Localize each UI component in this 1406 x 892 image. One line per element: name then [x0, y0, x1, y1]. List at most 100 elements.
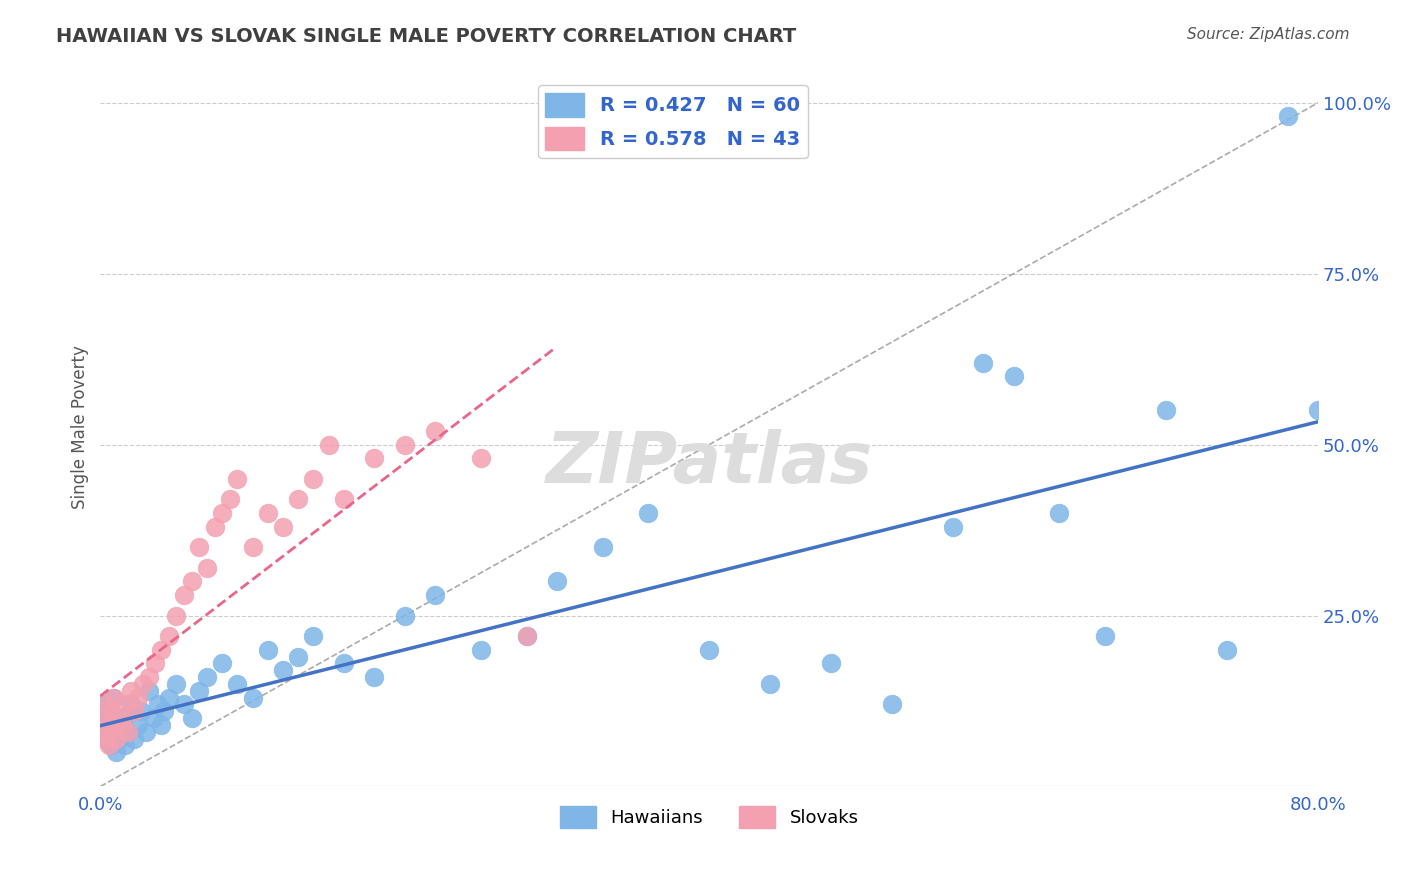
Point	[150, 718, 173, 732]
Point	[150, 642, 173, 657]
Point	[157, 690, 180, 705]
Point	[242, 690, 264, 705]
Point	[143, 657, 166, 671]
Point	[93, 711, 115, 725]
Point	[318, 437, 340, 451]
Point	[211, 506, 233, 520]
Point	[226, 472, 249, 486]
Point	[166, 677, 188, 691]
Point	[120, 698, 142, 712]
Point	[157, 629, 180, 643]
Point	[1002, 369, 1025, 384]
Point	[271, 663, 294, 677]
Point	[180, 711, 202, 725]
Point	[942, 519, 965, 533]
Point	[394, 437, 416, 451]
Point	[173, 588, 195, 602]
Point	[107, 731, 129, 746]
Point	[333, 492, 356, 507]
Point	[592, 540, 614, 554]
Point	[195, 560, 218, 574]
Point	[516, 629, 538, 643]
Point	[107, 711, 129, 725]
Point	[287, 649, 309, 664]
Point	[114, 739, 136, 753]
Point	[697, 642, 720, 657]
Point	[333, 657, 356, 671]
Point	[111, 718, 134, 732]
Point	[972, 355, 994, 369]
Point	[218, 492, 240, 507]
Point	[188, 683, 211, 698]
Point	[173, 698, 195, 712]
Point	[101, 690, 124, 705]
Point	[211, 657, 233, 671]
Point	[516, 629, 538, 643]
Point	[131, 704, 153, 718]
Point	[1154, 403, 1177, 417]
Point	[1277, 109, 1299, 123]
Point	[637, 506, 659, 520]
Point	[94, 711, 117, 725]
Point	[1047, 506, 1070, 520]
Point	[117, 724, 139, 739]
Point	[122, 704, 145, 718]
Point	[90, 698, 112, 712]
Point	[180, 574, 202, 589]
Point	[138, 670, 160, 684]
Point	[394, 608, 416, 623]
Point	[138, 683, 160, 698]
Point	[114, 698, 136, 712]
Point	[425, 588, 447, 602]
Point	[96, 731, 118, 746]
Point	[195, 670, 218, 684]
Point	[188, 540, 211, 554]
Point	[104, 745, 127, 759]
Point	[302, 472, 325, 486]
Point	[142, 711, 165, 725]
Point	[1216, 642, 1239, 657]
Legend: Hawaiians, Slovaks: Hawaiians, Slovaks	[553, 798, 866, 835]
Point	[153, 704, 176, 718]
Point	[204, 519, 226, 533]
Point	[100, 704, 122, 718]
Point	[120, 683, 142, 698]
Point	[546, 574, 568, 589]
Text: ZIPatlas: ZIPatlas	[546, 429, 873, 498]
Point	[1094, 629, 1116, 643]
Point	[425, 424, 447, 438]
Point	[103, 690, 125, 705]
Point	[1308, 403, 1330, 417]
Point	[166, 608, 188, 623]
Point	[256, 506, 278, 520]
Point	[97, 718, 120, 732]
Point	[820, 657, 842, 671]
Point	[117, 724, 139, 739]
Point	[98, 704, 121, 718]
Point	[97, 718, 120, 732]
Point	[94, 731, 117, 746]
Point	[242, 540, 264, 554]
Point	[108, 718, 131, 732]
Point	[127, 690, 149, 705]
Point	[148, 698, 170, 712]
Point	[271, 519, 294, 533]
Point	[90, 724, 112, 739]
Point	[470, 451, 492, 466]
Point	[132, 677, 155, 691]
Y-axis label: Single Male Poverty: Single Male Poverty	[72, 345, 89, 509]
Point	[103, 724, 125, 739]
Point	[363, 670, 385, 684]
Point	[287, 492, 309, 507]
Point	[470, 642, 492, 657]
Point	[122, 731, 145, 746]
Point	[93, 724, 115, 739]
Point	[880, 698, 903, 712]
Point	[135, 724, 157, 739]
Point	[112, 711, 135, 725]
Point	[759, 677, 782, 691]
Text: Source: ZipAtlas.com: Source: ZipAtlas.com	[1187, 27, 1350, 42]
Point	[98, 739, 121, 753]
Text: HAWAIIAN VS SLOVAK SINGLE MALE POVERTY CORRELATION CHART: HAWAIIAN VS SLOVAK SINGLE MALE POVERTY C…	[56, 27, 796, 45]
Point	[104, 731, 127, 746]
